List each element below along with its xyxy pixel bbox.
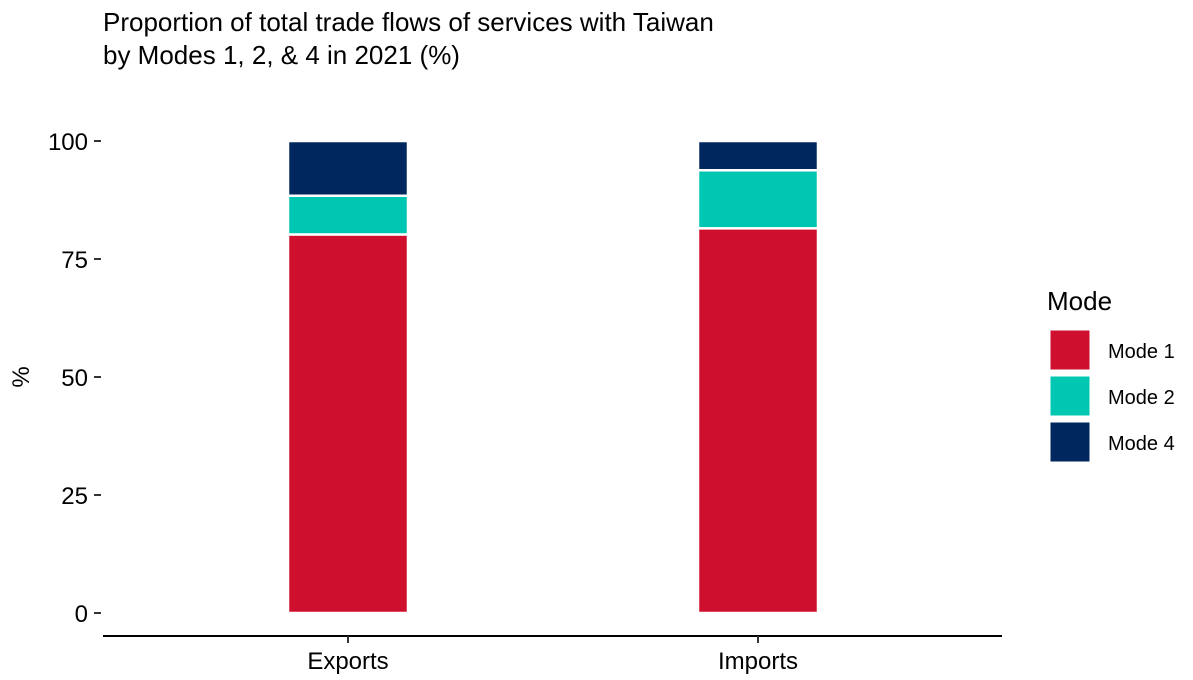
y-axis-label: %: [8, 366, 35, 387]
bar-imports-mode-4: [696, 139, 820, 172]
bar-exports-mode-1: [286, 233, 410, 615]
legend-swatch-mode-4: [1049, 421, 1091, 463]
y-axis: 0 25 50 75 100: [48, 129, 101, 628]
x-tick-label: Exports: [307, 648, 388, 675]
bar-imports-mode-2: [696, 169, 820, 230]
legend-swatch-mode-2: [1049, 375, 1091, 417]
bars-layer: [286, 139, 820, 615]
legend-label: Mode 1: [1108, 341, 1175, 363]
y-tick-label: 0: [75, 601, 88, 628]
bar-exports-mode-4: [286, 139, 410, 198]
y-tick-label: 25: [61, 483, 88, 510]
bar-imports-mode-1: [696, 227, 820, 615]
legend-label: Mode 2: [1108, 387, 1175, 409]
x-axis: Exports Imports: [103, 635, 1002, 675]
bar-exports-mode-2: [286, 194, 410, 236]
y-tick-label: 75: [61, 247, 88, 274]
legend-swatch-mode-1: [1049, 329, 1091, 371]
legend-label: Mode 4: [1108, 433, 1175, 455]
legend-title: Mode: [1047, 286, 1112, 316]
x-tick-label: Imports: [718, 648, 798, 675]
legend: Mode Mode 1 Mode 2 Mode 4: [1047, 286, 1175, 463]
y-tick-label: 100: [48, 129, 88, 156]
y-tick-label: 50: [61, 365, 88, 392]
chart-subtitle: by Modes 1, 2, & 4 in 2021 (%): [103, 40, 460, 70]
chart-title: Proportion of total trade flows of servi…: [103, 7, 714, 37]
